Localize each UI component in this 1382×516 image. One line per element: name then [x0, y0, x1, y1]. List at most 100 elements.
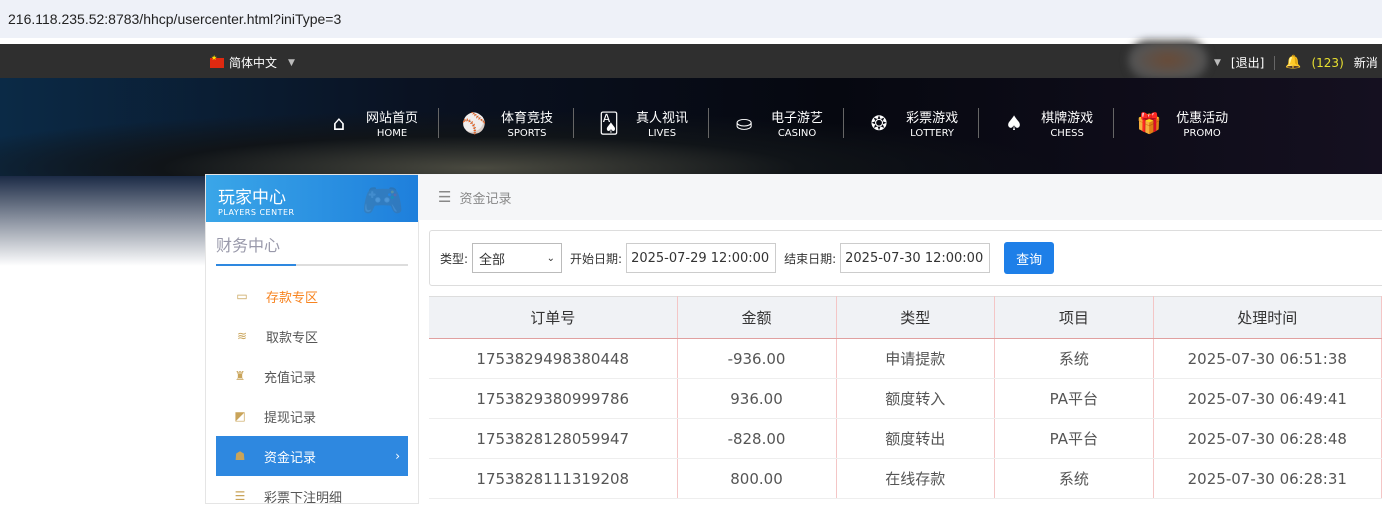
nav-label: 真人视讯 [636, 111, 689, 126]
sidebar-item-withdraw-records[interactable]: ◩ 提现记录 [216, 396, 408, 436]
ball-icon: ⚾ [461, 111, 487, 135]
process-time: 2025-07-30 06:49:41 [1153, 378, 1382, 419]
type: 额度转出 [836, 418, 996, 459]
nav-lottery[interactable]: ❂ 彩票游戏 LOTTERY [860, 108, 980, 139]
amount: -828.00 [677, 418, 837, 459]
type: 在线存款 [836, 458, 996, 499]
chevron-down-icon: ⌄ [546, 252, 556, 264]
order-id: 1753828128059947 [429, 418, 678, 459]
sidebar-item-lottery-bets[interactable]: ☰ 彩票下注明细 [216, 476, 408, 516]
type-label: 类型: [440, 251, 469, 266]
breadcrumb: ☰ 资金记录 [418, 174, 1382, 220]
chevron-down-icon[interactable]: ▼ [1214, 57, 1221, 68]
type-select[interactable]: 全部 ⌄ [472, 243, 563, 273]
background-fade [0, 176, 205, 266]
sidebar-item-recharge-records[interactable]: ♜ 充值记录 [216, 356, 408, 396]
process-time: 2025-07-30 06:51:38 [1153, 338, 1382, 379]
nav-sublabel: LIVES [648, 128, 677, 139]
sidebar-title: 玩家中心 [218, 188, 286, 208]
project: 系统 [994, 458, 1154, 499]
query-button[interactable]: 查询 [1004, 242, 1055, 274]
sidebar-subtitle: PLAYERS CENTER [218, 208, 295, 217]
start-date-input[interactable]: 2025-07-29 12:00:00 [626, 243, 777, 273]
language-label: 简体中文 [229, 56, 278, 70]
card-icon: ▭ [236, 289, 248, 303]
nav-casino[interactable]: ⛀ 电子游艺 CASINO [725, 108, 845, 139]
hero-banner: ⌂ 网站首页 HOME ⚾ 体育竞技 SPORTS 🂡 真人视讯 LIVES ⛀ 电子游艺 CA… [0, 78, 1382, 176]
avatar[interactable] [1128, 40, 1208, 80]
nav-sublabel: CHESS [1050, 128, 1084, 139]
process-time: 2025-07-30 06:28:48 [1153, 418, 1382, 459]
sidebar-item-deposit[interactable]: ▭ 存款专区 [216, 276, 408, 316]
gift-icon: 🎁 [1136, 111, 1162, 135]
table-row: 1753829498380448 -936.00 申请提款 系统 2025-07-30 … [429, 338, 1382, 379]
bell-icon[interactable]: 🔔 [1285, 55, 1302, 70]
order-id: 1753829380999786 [429, 378, 678, 419]
nav-label: 体育竞技 [501, 111, 554, 126]
nav-label: 彩票游戏 [906, 111, 959, 126]
column-header: 处理时间 [1153, 296, 1382, 339]
china-flag-icon [210, 54, 224, 68]
top-bar: 简体中文 ▼ ▼ [退出] 🔔 (123) 新消 [0, 40, 1382, 80]
sidebar-header: 玩家中心 PLAYERS CENTER 🎮 [206, 175, 418, 222]
menu-icon[interactable]: ☰ [438, 188, 452, 206]
sidebar-item-label: 存款专区 [266, 290, 319, 306]
nav-promo[interactable]: 🎁 优惠活动 PROMO [1130, 108, 1248, 139]
house-money-icon: ☗ [234, 449, 246, 463]
sidebar-item-label: 彩票下注明细 [264, 490, 343, 506]
amount: -936.00 [677, 338, 837, 379]
messages-link[interactable]: 新消 [1353, 56, 1378, 70]
sidebar-item-withdraw[interactable]: ≋ 取款专区 [216, 316, 408, 356]
filter-bar: 类型: 全部 ⌄ 开始日期: 2025-07-29 12:00:00 结束日期: … [429, 230, 1382, 286]
language-selector[interactable]: 简体中文 ▼ [210, 54, 295, 71]
nav-chess[interactable]: ♠ 棋牌游戏 CHESS [995, 108, 1115, 139]
nav-sublabel: SPORTS [507, 128, 547, 139]
home-icon: ⌂ [332, 111, 346, 135]
chevron-down-icon: ▼ [288, 57, 295, 68]
chevron-right-icon: › [395, 449, 400, 463]
project: 系统 [994, 338, 1154, 379]
nav-home[interactable]: ⌂ 网站首页 HOME [320, 108, 440, 139]
main-nav: ⌂ 网站首页 HOME ⚾ 体育竞技 SPORTS 🂡 真人视讯 LIVES ⛀ 电子游艺 CA… [320, 108, 1264, 139]
amount: 936.00 [677, 378, 837, 419]
process-time: 2025-07-30 06:28:31 [1153, 458, 1382, 499]
order-id: 1753828111319208 [429, 458, 678, 499]
end-date-label: 结束日期: [784, 251, 837, 266]
fund-records-table: 订单号 金额 类型 项目 处理时间 1753829498380448 -936.0… [429, 296, 1382, 499]
breadcrumb-current: 资金记录 [459, 191, 512, 207]
nav-label: 电子游艺 [771, 111, 824, 126]
start-date-label: 开始日期: [570, 251, 623, 266]
project: PA平台 [994, 378, 1154, 419]
wallet-icon: ◩ [234, 409, 246, 423]
sidebar-item-label: 提现记录 [264, 410, 317, 426]
order-id: 1753829498380448 [429, 338, 678, 379]
nav-sports[interactable]: ⚾ 体育竞技 SPORTS [455, 108, 575, 139]
type-value: 全部 [479, 252, 506, 268]
column-header: 项目 [994, 296, 1154, 339]
sidebar-item-label: 充值记录 [264, 370, 317, 386]
project: PA平台 [994, 418, 1154, 459]
nav-sublabel: CASINO [777, 128, 817, 139]
nav-label: 网站首页 [366, 111, 419, 126]
nav-lives[interactable]: 🂡 真人视讯 LIVES [590, 108, 710, 139]
sidebar-item-fund-records[interactable]: ☗ 资金记录 › [216, 436, 408, 476]
sidebar: 玩家中心 PLAYERS CENTER 🎮 财务中心 ▭ 存款专区 ≋ 取款专区 ♜… [205, 174, 419, 506]
type: 额度转入 [836, 378, 996, 419]
end-date-input[interactable]: 2025-07-30 12:00:00 [840, 243, 991, 273]
nav-sublabel: LOTTERY [910, 128, 954, 139]
type: 申请提款 [836, 338, 996, 379]
main-content: ☰ 资金记录 类型: 全部 ⌄ 开始日期: 2025-07-29 12:00:00… [418, 174, 1382, 504]
message-count[interactable]: (123) [1311, 55, 1344, 70]
address-bar[interactable]: 216.118.235.52:8783/hhcp/usercenter.html… [0, 0, 1382, 38]
table-row: 1753829380999786 936.00 额度转入 PA平台 2025-07-30… [429, 378, 1382, 419]
hand-money-icon: ≋ [236, 329, 248, 343]
column-header: 订单号 [429, 296, 678, 339]
lottery-balls-icon: ❂ [870, 111, 888, 135]
nav-sublabel: PROMO [1183, 128, 1221, 139]
logout-link[interactable]: [退出] [1230, 56, 1265, 70]
column-header: 类型 [836, 296, 996, 339]
sidebar-item-label: 资金记录 [264, 450, 317, 466]
gamepad-icon: 🎮 [361, 181, 404, 221]
nav-label: 优惠活动 [1176, 111, 1229, 126]
cards-icon: 🂡 [598, 111, 620, 135]
